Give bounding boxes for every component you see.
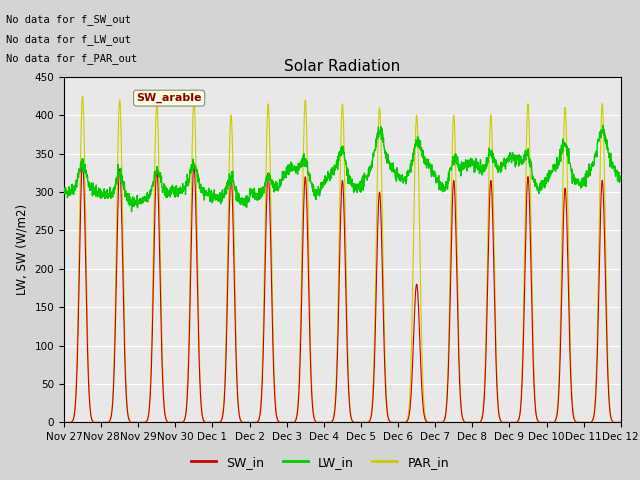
Text: No data for f_LW_out: No data for f_LW_out [6, 34, 131, 45]
Text: SW_arable: SW_arable [136, 93, 202, 103]
Legend: SW_in, LW_in, PAR_in: SW_in, LW_in, PAR_in [186, 451, 454, 474]
Y-axis label: LW, SW (W/m2): LW, SW (W/m2) [16, 204, 29, 295]
Text: No data for f_PAR_out: No data for f_PAR_out [6, 53, 138, 64]
Text: No data for f_SW_out: No data for f_SW_out [6, 14, 131, 25]
Title: Solar Radiation: Solar Radiation [284, 59, 401, 74]
